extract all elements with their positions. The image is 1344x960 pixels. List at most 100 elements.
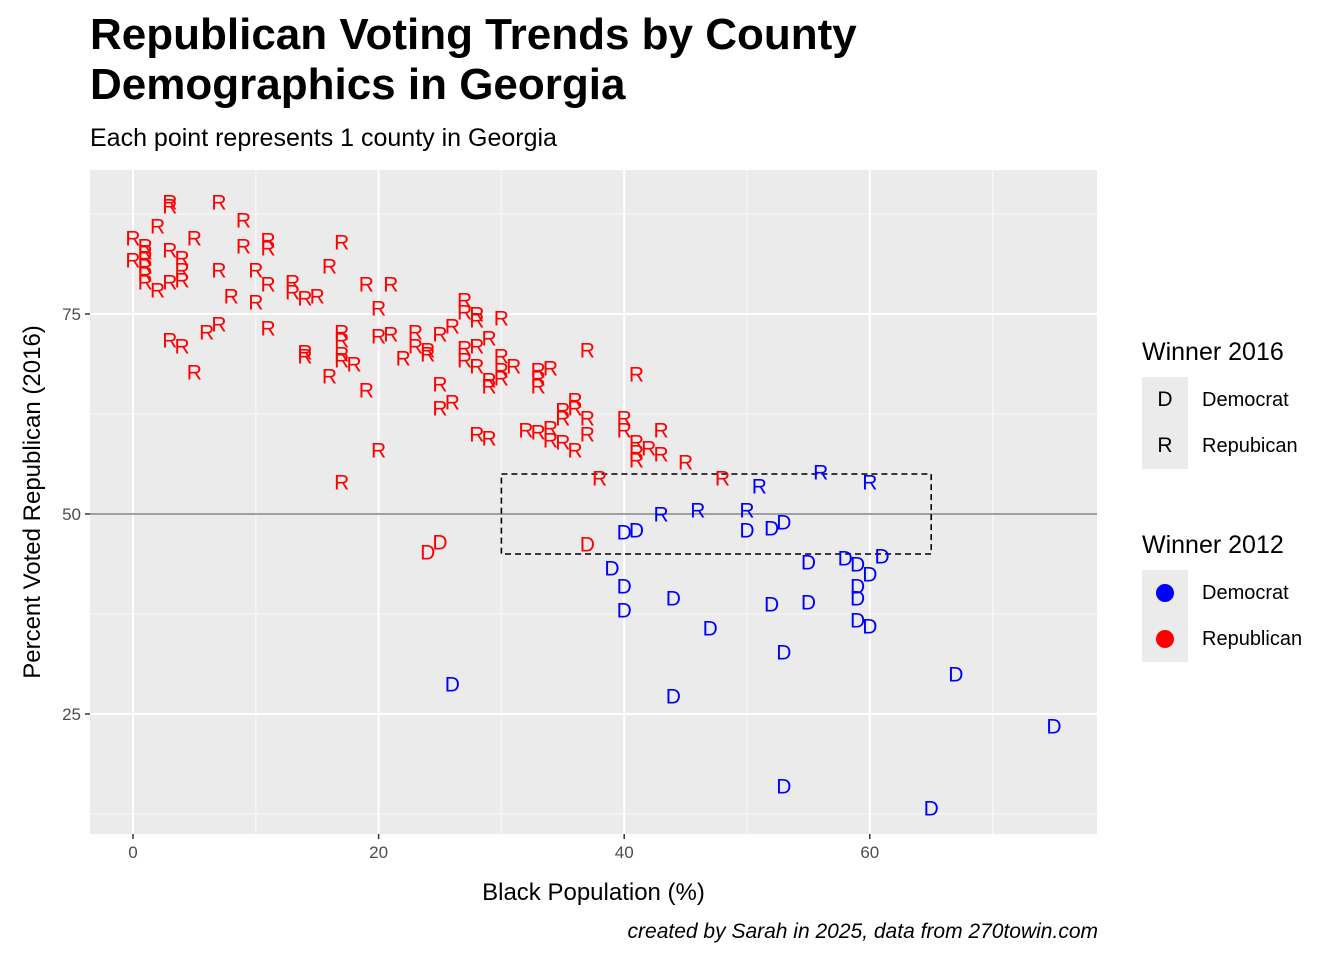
data-point: R — [334, 471, 349, 494]
data-point: R — [334, 330, 349, 353]
data-point: R — [175, 247, 190, 270]
legend-2016-item-democrat: D Democrat — [1142, 377, 1298, 423]
legend-2012-label-republican: Republican — [1202, 627, 1303, 650]
data-point: D — [703, 618, 718, 641]
data-point: D — [776, 642, 791, 665]
minor-gridlines — [90, 170, 1097, 834]
data-point: R — [531, 422, 546, 445]
data-point: R — [580, 339, 595, 362]
data-point: R — [482, 370, 497, 393]
x-tick-label: 60 — [860, 843, 879, 862]
data-point: R — [432, 398, 447, 421]
data-point: R — [445, 391, 460, 414]
data-point: R — [138, 242, 153, 265]
data-point: R — [408, 335, 423, 358]
data-point: R — [248, 291, 263, 314]
data-point: R — [371, 298, 386, 321]
data-point: R — [531, 375, 546, 398]
data-point: R — [236, 235, 251, 258]
data-point: R — [752, 475, 767, 498]
legend-winner-2012: Winner 2012 Democrat Republican — [1142, 531, 1302, 662]
data-point: R — [580, 407, 595, 430]
data-point: R — [125, 227, 140, 250]
data-point: R — [125, 250, 140, 273]
data-point: R — [162, 239, 177, 262]
data-point: R — [236, 210, 251, 233]
data-point: R — [175, 270, 190, 293]
data-point: R — [285, 271, 300, 294]
data-point: R — [187, 227, 202, 250]
data-point: D — [617, 599, 632, 622]
data-point: R — [555, 431, 570, 454]
data-point: R — [162, 195, 177, 218]
data-point: R — [162, 191, 177, 214]
legend-2012-title: Winner 2012 — [1142, 531, 1284, 559]
data-point: R — [138, 247, 153, 270]
data-point: R — [506, 355, 521, 378]
data-point: R — [617, 407, 632, 430]
data-point: R — [162, 271, 177, 294]
data-point: R — [555, 399, 570, 422]
data-point: R — [629, 450, 644, 473]
data-point: R — [260, 230, 275, 253]
x-tick-label: 20 — [369, 843, 388, 862]
data-point: R — [175, 259, 190, 282]
data-point: D — [948, 663, 963, 686]
data-point: R — [297, 287, 312, 310]
data-point: R — [567, 439, 582, 462]
data-point: D — [801, 591, 816, 614]
data-point: R — [383, 323, 398, 346]
data-point: R — [260, 274, 275, 297]
data-point: R — [138, 271, 153, 294]
data-point: R — [567, 390, 582, 413]
data-point: R — [175, 335, 190, 358]
data-point: D — [838, 547, 853, 570]
legend-2016-key-r: R — [1142, 423, 1188, 469]
x-tick-label: 40 — [615, 843, 634, 862]
data-point: R — [580, 423, 595, 446]
data-point: D — [764, 594, 779, 617]
data-point: D — [1046, 715, 1061, 738]
highlight-box — [500, 473, 933, 555]
data-point: R — [641, 438, 656, 461]
data-point: R — [211, 259, 226, 282]
data-point: D — [432, 531, 447, 554]
data-point: R — [715, 467, 730, 490]
data-point: R — [739, 499, 754, 522]
data-point: R — [334, 231, 349, 254]
y-axis-ticks: 25 50 75 — [62, 305, 90, 724]
data-point: D — [739, 519, 754, 542]
data-point: R — [543, 418, 558, 441]
legend-2012-key-republican — [1142, 616, 1188, 662]
blue-dot-icon — [1156, 584, 1174, 602]
data-point: R — [420, 343, 435, 366]
data-point: R — [482, 427, 497, 450]
data-point: D — [445, 674, 460, 697]
x-axis-ticks: 0 20 40 60 — [128, 834, 879, 862]
data-point: R — [199, 322, 214, 345]
data-point: R — [653, 419, 668, 442]
data-point: R — [494, 367, 509, 390]
data-point: R — [531, 367, 546, 390]
legend-2012-label-democrat: Democrat — [1202, 581, 1289, 604]
data-point: R — [555, 407, 570, 430]
legend-2012-key-democrat — [1142, 570, 1188, 616]
plot-panel — [90, 170, 1097, 834]
data-point: D — [850, 554, 865, 577]
data-point: D — [862, 615, 877, 638]
data-point: R — [629, 363, 644, 386]
data-point: R — [334, 350, 349, 373]
data-point: R — [138, 235, 153, 258]
data-point: R — [396, 347, 411, 370]
data-point: R — [297, 346, 312, 369]
data-point: D — [666, 587, 681, 610]
data-point: R — [150, 215, 165, 238]
y-tick-label: 25 — [62, 705, 81, 724]
data-point: D — [850, 610, 865, 633]
data-point: D — [580, 534, 595, 557]
data-point: R — [543, 358, 558, 381]
data-point: R — [457, 302, 472, 325]
data-point: R — [469, 310, 484, 333]
data-point: R — [469, 423, 484, 446]
